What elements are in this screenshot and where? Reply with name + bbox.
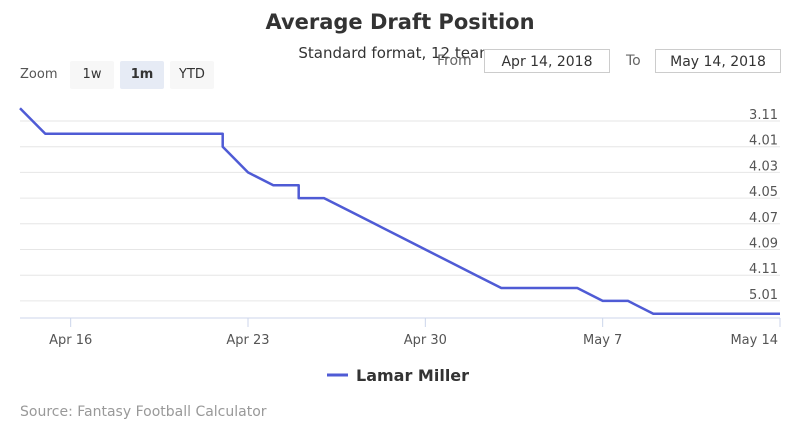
chart-subtitle: Standard format, 12 teams <box>298 44 502 62</box>
y-tick-label: 4.07 <box>749 211 778 226</box>
x-axis: Apr 16 Apr 23 Apr 30 May 7 May 14 <box>20 317 781 348</box>
y-axis-ticks: 3.11 4.01 4.03 4.05 4.07 4.09 4.11 5.01 <box>749 108 778 303</box>
y-tick-label: 4.05 <box>749 185 778 200</box>
x-tick-label: May 7 <box>583 333 622 348</box>
range-to-label: To <box>626 53 641 69</box>
zoom-label: Zoom <box>20 67 58 82</box>
legend[interactable]: Lamar Miller <box>327 366 469 385</box>
legend-label[interactable]: Lamar Miller <box>356 366 469 385</box>
source-credit: Source: Fantasy Football Calculator <box>20 404 267 420</box>
grid-lines <box>20 120 780 302</box>
chart-title: Average Draft Position <box>265 10 535 34</box>
range-from-label: From <box>437 53 472 69</box>
x-tick-label: Apr 23 <box>226 333 269 348</box>
zoom-1w-button[interactable]: 1w <box>70 61 114 89</box>
y-tick-label: 3.11 <box>749 108 778 123</box>
range-from-input[interactable]: Apr 14, 2018 <box>484 49 610 73</box>
y-tick-label: 4.09 <box>749 237 778 252</box>
series-layer <box>19 107 780 316</box>
y-tick-label: 5.01 <box>749 288 778 303</box>
range-to-input[interactable]: May 14, 2018 <box>655 49 781 73</box>
zoom-ytd-button[interactable]: YTD <box>170 61 214 89</box>
x-tick-label: Apr 16 <box>49 333 92 348</box>
series-line-lamar-miller[interactable] <box>19 107 780 316</box>
y-tick-label: 4.11 <box>749 262 778 277</box>
x-tick-label: Apr 30 <box>404 333 447 348</box>
y-tick-label: 4.01 <box>749 134 778 149</box>
x-tick-label: May 14 <box>730 333 778 348</box>
y-tick-label: 4.03 <box>749 159 778 174</box>
zoom-1m-button[interactable]: 1m <box>120 61 164 89</box>
